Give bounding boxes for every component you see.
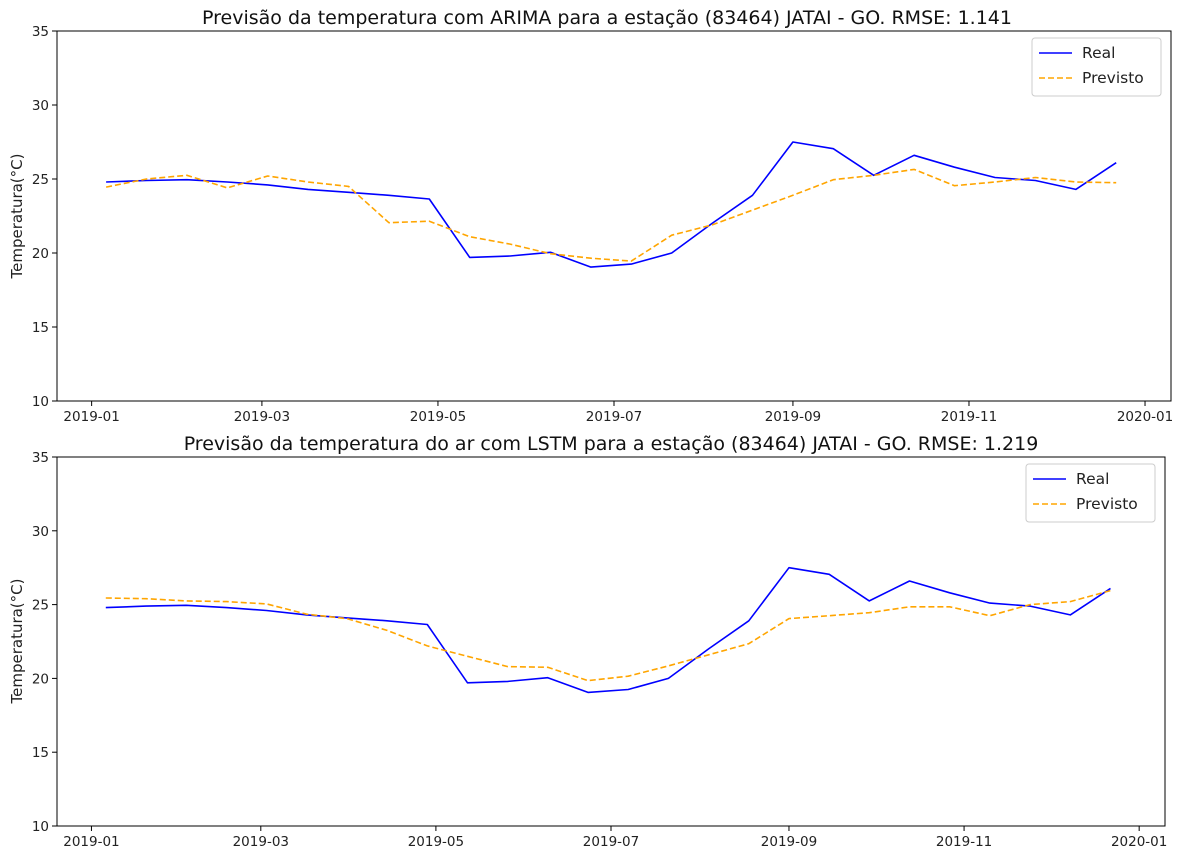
chart-arima-legend-label-previsto: Previsto xyxy=(1082,69,1144,87)
chart-arima-plot: 10 15 20 25 30 35 2019-01 2019-03 2019-05 2019-07… xyxy=(32,24,1173,425)
chart-lstm-y-tick-label: 30 xyxy=(32,524,49,540)
chart-arima-y-tick-label: 30 xyxy=(32,98,49,114)
chart-lstm-axes-frame xyxy=(56,456,1166,827)
chart-arima-x-tick-label: 2019-05 xyxy=(410,409,466,425)
chart-arima-axes-frame xyxy=(56,30,1172,402)
chart-arima-x-tick-label: 2019-01 xyxy=(63,409,119,425)
chart-lstm-x-tick-label: 2019-11 xyxy=(936,834,992,850)
chart-arima-legend: Real Previsto xyxy=(1031,37,1162,97)
chart-arima-y-tick-label: 25 xyxy=(32,172,49,188)
chart-lstm-title: Previsão da temperatura do ar com LSTM p… xyxy=(184,433,1039,455)
chart-lstm-x-tick-label: 2020-01 xyxy=(1111,834,1167,850)
chart-lstm-y-tick-label: 10 xyxy=(32,819,49,835)
chart-arima-series-previsto-line xyxy=(105,168,1117,262)
chart-arima-y-tick-label: 15 xyxy=(32,320,49,336)
chart-lstm-legend-label-previsto: Previsto xyxy=(1076,495,1138,513)
chart-lstm-y-tick-label: 15 xyxy=(32,745,49,761)
chart-arima-x-tick-label: 2019-03 xyxy=(234,409,290,425)
chart-lstm-x-tick-label: 2019-03 xyxy=(233,834,289,850)
chart-arima-x-tick-label: 2019-11 xyxy=(941,409,997,425)
chart-lstm-legend: Real Previsto xyxy=(1025,463,1156,523)
chart-arima-y-tick-label: 20 xyxy=(32,246,49,262)
chart-lstm-y-tick-label: 25 xyxy=(32,598,49,614)
chart-arima-x-tick-label: 2019-07 xyxy=(586,409,642,425)
chart-lstm-series-real-line xyxy=(105,566,1111,694)
chart-lstm-y-tick-label: 20 xyxy=(32,671,49,687)
chart-arima-x-tick-label: 2020-01 xyxy=(1117,409,1173,425)
chart-lstm-plot: 10 15 20 25 30 35 2019-01 2019-03 2019-05 2019-07… xyxy=(32,450,1168,850)
chart-arima-legend-label-real: Real xyxy=(1082,44,1115,62)
chart-lstm-x-tick-label: 2019-07 xyxy=(583,834,639,850)
chart-arima-title: Previsão da temperatura com ARIMA para a… xyxy=(202,7,1012,29)
chart-lstm-x-tick-label: 2019-05 xyxy=(408,834,464,850)
chart-arima-y-tick-label: 35 xyxy=(32,24,49,40)
chart-lstm-panel: Previsão da temperatura do ar com LSTM p… xyxy=(8,433,1167,850)
chart-arima-y-tick-label: 10 xyxy=(32,394,49,410)
chart-lstm-y-axis-label: Temperatura(°C) xyxy=(8,579,26,705)
chart-lstm-x-tick-label: 2019-01 xyxy=(63,834,119,850)
chart-arima-panel: Previsão da temperatura com ARIMA para a… xyxy=(8,7,1173,425)
chart-lstm-y-tick-label: 35 xyxy=(32,450,49,466)
chart-arima-y-axis-label: Temperatura(°C) xyxy=(8,154,26,280)
chart-arima-series-real-line xyxy=(106,141,1117,268)
chart-lstm-legend-label-real: Real xyxy=(1076,470,1109,488)
chart-lstm-series-previsto-line xyxy=(105,589,1111,682)
chart-arima-x-tick-label: 2019-09 xyxy=(765,409,821,425)
chart-lstm-x-tick-label: 2019-09 xyxy=(761,834,817,850)
